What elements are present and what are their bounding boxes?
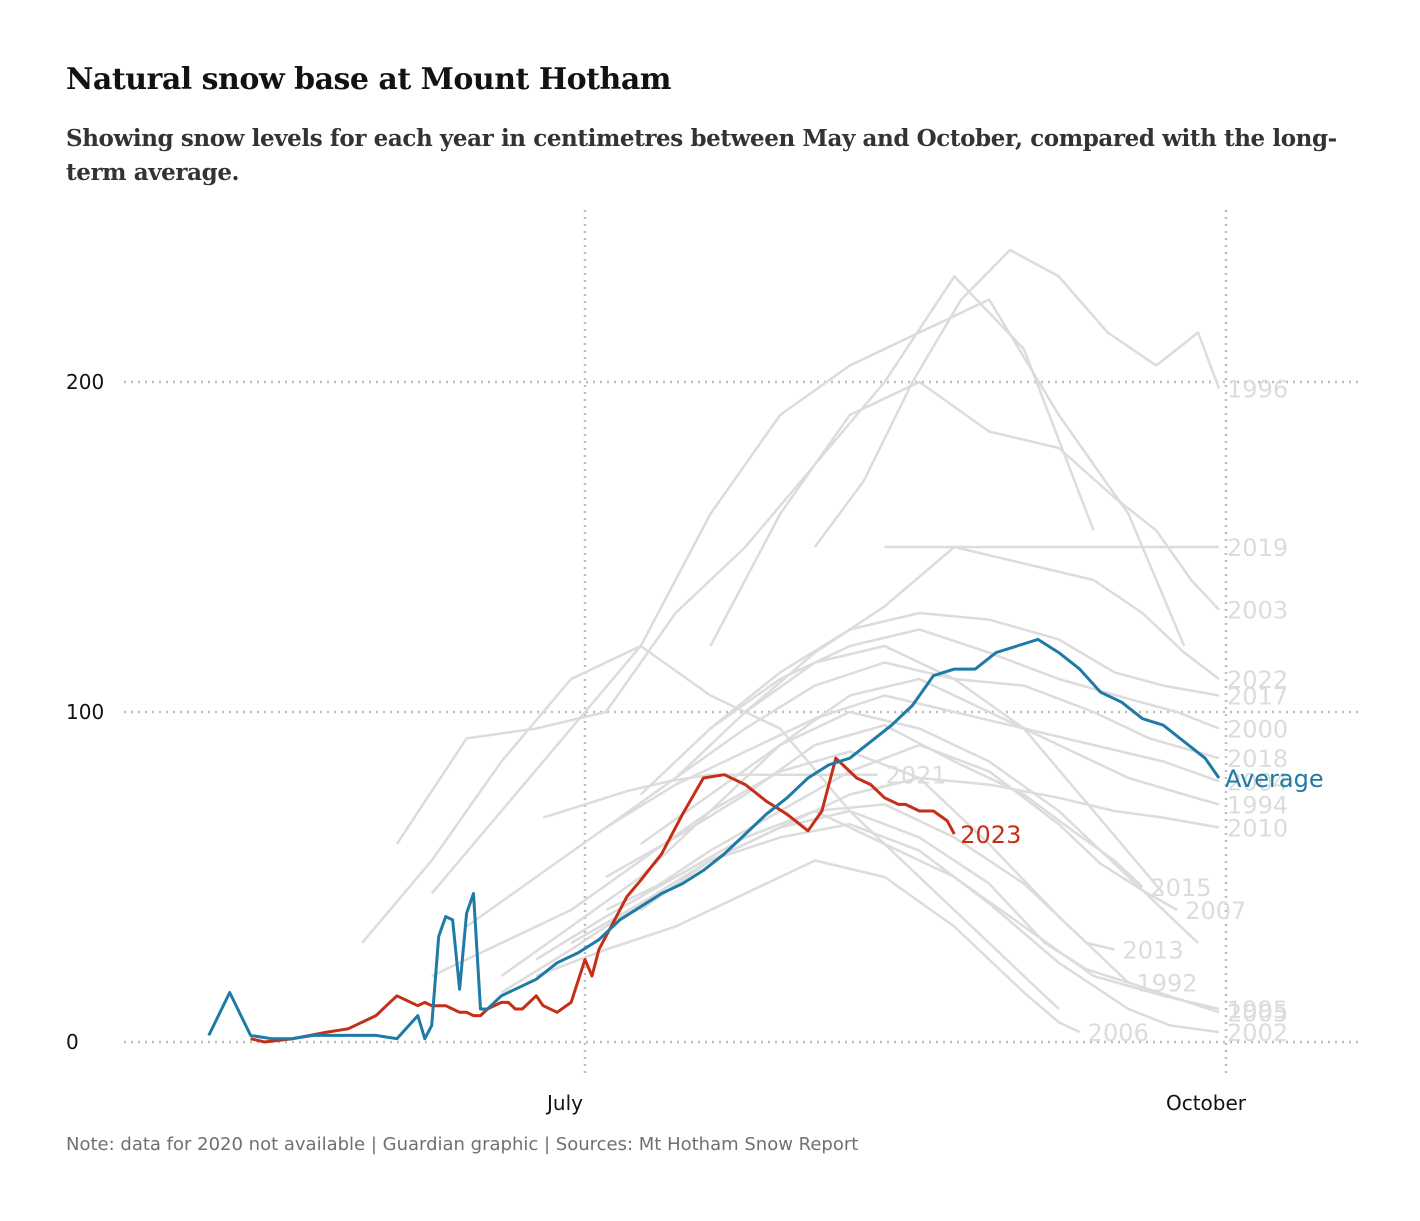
source-note: Note: data for 2020 not available | Guar…	[66, 1134, 859, 1155]
x-tick-label: October	[1166, 1091, 1247, 1115]
series-label-2000: 2000	[1227, 716, 1288, 744]
series-line-year	[395, 275, 1095, 845]
series-label-2005: 2005	[1227, 999, 1288, 1027]
series-label-1996: 1996	[1227, 376, 1288, 404]
series-label-2022: 2022	[1227, 666, 1288, 694]
series-label-2021: 2021	[886, 762, 947, 790]
series-label-2003: 2003	[1227, 597, 1288, 625]
series-label-2015: 2015	[1150, 874, 1211, 902]
series-label-2007: 2007	[1185, 897, 1246, 925]
series-line-1996	[813, 248, 1221, 548]
y-tick-label: 200	[66, 370, 104, 394]
series-line-2002	[500, 822, 1220, 1034]
series-line-year	[361, 644, 1060, 1010]
series-label-2006: 2006	[1088, 1019, 1149, 1047]
series-line-year	[500, 710, 1199, 978]
series-line-average	[207, 637, 1221, 1041]
series-label-2018: 2018	[1227, 745, 1288, 773]
background-year-lines	[361, 248, 1221, 1034]
series-line-year	[465, 644, 1165, 928]
y-tick-label: 0	[66, 1030, 79, 1054]
series-line-2007	[640, 743, 1178, 912]
series-label-2013: 2013	[1123, 937, 1184, 965]
x-tick-label: July	[545, 1091, 583, 1115]
highlight-lines	[207, 637, 1221, 1044]
series-label-1994: 1994	[1227, 791, 1288, 819]
series-line-2003	[709, 380, 1220, 647]
series-label-average: Average	[1225, 765, 1324, 793]
series-line-2021	[542, 773, 878, 819]
series-line-2004	[605, 694, 1220, 829]
series-line-2000	[639, 628, 1220, 796]
series-label-2023: 2023	[960, 821, 1021, 849]
series-label-2002: 2002	[1227, 1019, 1288, 1047]
series-line-2022	[744, 545, 1220, 713]
series-label-2017: 2017	[1227, 683, 1288, 711]
series-label-2010: 2010	[1227, 815, 1288, 843]
chart-subtitle: Showing snow levels for each year in cen…	[66, 125, 1337, 186]
series-line-2005	[431, 750, 1220, 1014]
series-line-2023	[250, 756, 956, 1044]
series-label-1995: 1995	[1227, 996, 1288, 1024]
series-label-2019: 2019	[1227, 534, 1288, 562]
series-line-1994	[639, 677, 1220, 846]
series-line-2017	[709, 611, 1220, 730]
gridlines	[124, 210, 1360, 1075]
series-label-1992: 1992	[1136, 970, 1197, 998]
chart-title: Natural snow base at Mount Hotham	[66, 62, 672, 97]
series-line-2006	[535, 859, 1081, 1034]
y-tick-label: 100	[66, 700, 104, 724]
axis-tick-labels: 0 100 200 July October	[66, 370, 1247, 1115]
series-label-2004: 2004	[1227, 768, 1288, 796]
series-line-year	[430, 298, 1186, 895]
